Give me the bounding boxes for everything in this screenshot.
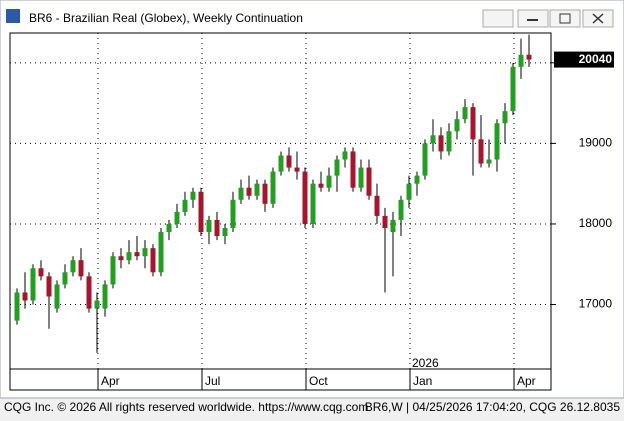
candle-body xyxy=(118,256,124,261)
candle-body xyxy=(406,183,412,200)
candle-body xyxy=(158,232,164,273)
x-tick-label: Jul xyxy=(205,374,220,388)
candle-body xyxy=(334,159,340,176)
candle-body xyxy=(254,183,260,196)
candle-body xyxy=(22,292,28,301)
candle-body xyxy=(94,300,100,309)
candle-body xyxy=(342,151,348,160)
candle-body xyxy=(102,284,108,309)
candle-body xyxy=(222,227,228,237)
footer-right: BR6,W | 04/25/2026 17:04:20, CQG 26.12.8… xyxy=(365,400,621,414)
candle-body xyxy=(478,139,484,164)
x-tick-label: Jan xyxy=(413,374,432,388)
candle-body xyxy=(206,219,212,233)
y-tick-label: 17000 xyxy=(579,297,613,311)
candle-body xyxy=(30,268,36,301)
candle-body xyxy=(230,199,236,228)
minimize-button[interactable] xyxy=(517,9,549,28)
app-icon xyxy=(6,9,20,23)
candle-body xyxy=(382,215,388,228)
candle-body xyxy=(518,54,524,67)
candle-body xyxy=(14,292,20,321)
candle-body xyxy=(262,183,268,204)
candle-body xyxy=(446,131,452,152)
candle-body xyxy=(278,155,284,172)
close-icon xyxy=(592,13,604,24)
last-price-box xyxy=(554,51,614,68)
candle-body xyxy=(166,223,172,233)
candle-body xyxy=(326,175,332,188)
candle-body xyxy=(526,54,532,60)
y-tick-label: 18000 xyxy=(579,216,613,230)
maximize-icon xyxy=(559,13,571,24)
candle-body xyxy=(310,183,316,224)
candle-body xyxy=(502,111,508,124)
candle-body xyxy=(270,171,276,204)
candle-body xyxy=(510,66,516,112)
last-price-label: 20040 xyxy=(579,52,613,66)
x-tick-label: Apr xyxy=(517,374,536,388)
candle-body xyxy=(302,171,308,224)
candle-body xyxy=(438,135,444,152)
candle-body xyxy=(70,260,76,273)
candle-body xyxy=(454,119,460,132)
candle-body xyxy=(494,123,500,160)
footer-left: CQG Inc. © 2026 All rights reserved worl… xyxy=(4,400,368,414)
plot: 17000180001900020000AprJulOctJanApr20262… xyxy=(10,33,614,390)
candle-body xyxy=(182,199,188,212)
candle-body xyxy=(246,187,252,196)
y-tick-label: 19000 xyxy=(579,136,613,150)
candle-body xyxy=(174,211,180,224)
link-button[interactable] xyxy=(482,9,514,28)
candle-body xyxy=(150,248,156,273)
year-label: 2026 xyxy=(412,356,439,370)
candle-body xyxy=(350,151,356,188)
window-title: BR6 - Brazilian Real (Globex), Weekly Co… xyxy=(29,11,303,25)
candle-body xyxy=(62,272,68,285)
x-tick-label: Oct xyxy=(309,374,328,388)
candle-body xyxy=(86,276,92,309)
candle-body xyxy=(422,143,428,176)
candle-body xyxy=(398,199,404,220)
candle-body xyxy=(286,155,292,168)
plot-area xyxy=(9,32,552,370)
candle-body xyxy=(294,167,300,172)
candle-body xyxy=(430,135,436,144)
candle-body xyxy=(358,167,364,188)
candle-body xyxy=(214,219,220,237)
x-axis-area xyxy=(9,368,552,391)
maximize-button[interactable] xyxy=(549,9,581,28)
candle-body xyxy=(54,284,60,309)
candle-body xyxy=(46,276,52,297)
candle-body xyxy=(374,195,380,216)
candle-body xyxy=(198,191,204,233)
candle-body xyxy=(414,175,420,184)
candle-body xyxy=(110,256,116,285)
candle-body xyxy=(126,252,132,261)
candle-body xyxy=(134,252,140,257)
candle-body xyxy=(366,167,372,196)
candle-body xyxy=(486,159,492,164)
x-tick-label: Apr xyxy=(101,374,120,388)
footer-bar xyxy=(0,399,624,416)
candle-body xyxy=(462,107,468,120)
candle-body xyxy=(190,191,196,200)
candle-body xyxy=(38,268,44,277)
candle-body xyxy=(238,187,244,200)
candle-body xyxy=(318,183,324,188)
candle-body xyxy=(390,219,396,233)
candle-body xyxy=(470,107,476,140)
candle-body xyxy=(142,248,148,257)
candle-body xyxy=(78,260,84,277)
